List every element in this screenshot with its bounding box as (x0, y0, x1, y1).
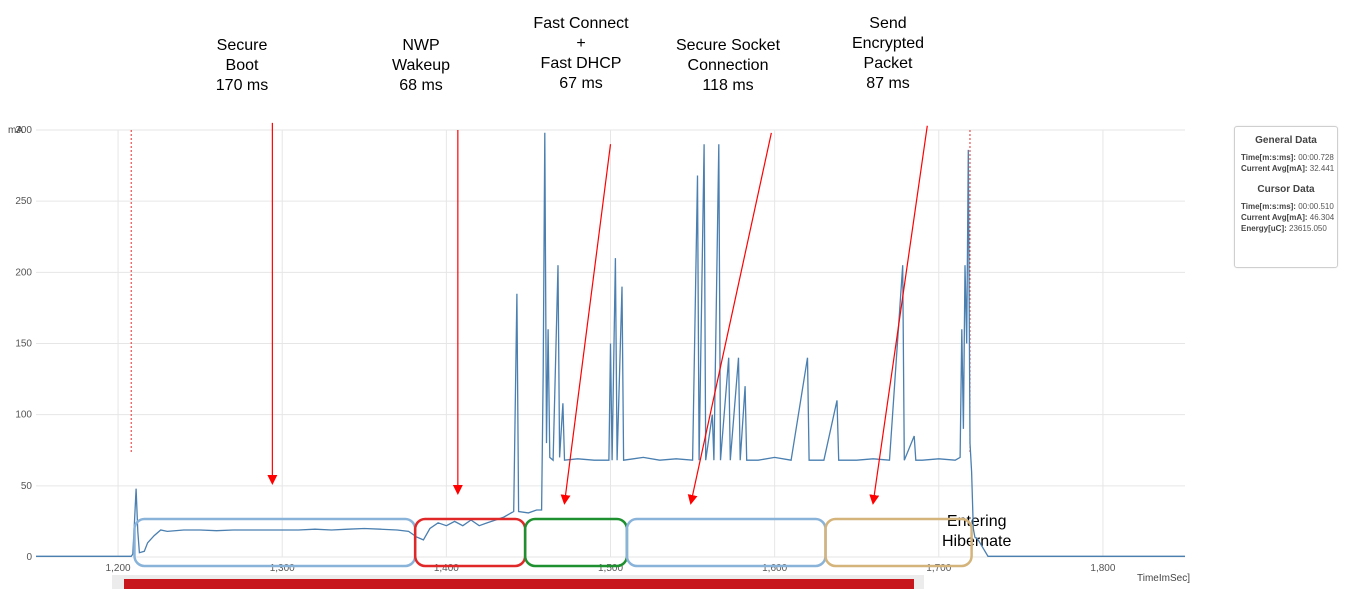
x-tick-label: 1,800 (1090, 563, 1115, 574)
y-axis-label: mA (8, 125, 23, 136)
phase-arrow (560, 144, 612, 505)
phase-region-box (133, 517, 417, 568)
y-tick-label: 250 (15, 196, 32, 207)
y-tick-label: 100 (15, 410, 32, 421)
entering-hibernate-label: Entering Hibernate (942, 513, 1012, 550)
y-tick-label: 50 (21, 481, 33, 492)
y-tick-label: 150 (15, 339, 32, 350)
general-time-label: Time[m:s:ms]: (1241, 153, 1296, 162)
general-time-value: 00:00.728 (1298, 153, 1334, 162)
phase-arrow (869, 125, 928, 505)
y-tick-label: 200 (15, 267, 32, 278)
phase-label: Secure Boot 170 ms (215, 37, 269, 94)
general-avg-label: Current Avg[mA]: (1241, 164, 1308, 173)
phase-region-box (625, 517, 827, 568)
general-avg-value: 32.441 (1309, 164, 1335, 173)
x-tick-label: 1,700 (926, 563, 951, 574)
x-tick-label: 1,200 (106, 563, 131, 574)
scrollbar-thumb[interactable] (124, 579, 914, 589)
cursor-energy-value: 23615.050 (1289, 224, 1327, 233)
x-tick-label: 1,600 (762, 563, 787, 574)
phase-label: Send Encrypted Packet 87 ms (851, 15, 925, 92)
phase-region-box (824, 517, 973, 568)
phase-label: Secure Socket Connection 118 ms (675, 37, 781, 94)
y-tick-label: 0 (26, 552, 32, 563)
x-axis-label: TimeImSec] (1137, 573, 1190, 584)
cursor-avg-label: Current Avg[mA]: (1241, 213, 1308, 222)
phase-label: Fast Connect + Fast DHCP 67 ms (533, 15, 629, 92)
y-tick-label: 300 (15, 125, 32, 136)
cursor-time-value: 00:00.510 (1298, 202, 1334, 211)
phase-arrow (687, 132, 772, 505)
cursor-data-title: Cursor Data (1257, 184, 1315, 195)
x-tick-label: 1,500 (598, 563, 623, 574)
cursor-avg-value: 46.304 (1309, 213, 1335, 222)
general-data-title: General Data (1255, 135, 1317, 146)
phase-region-box (523, 517, 629, 568)
x-tick-label: 1,300 (270, 563, 295, 574)
cursor-time-label: Time[m:s:ms]: (1241, 202, 1296, 211)
phase-region-box (413, 517, 527, 568)
x-tick-label: 1,400 (434, 563, 459, 574)
phase-label: NWP Wakeup 68 ms (391, 37, 451, 94)
cursor-energy-label: Energy[uC]: (1241, 224, 1287, 233)
info-panel: General Data Time[m:s:ms]: 00:00.728 Cur… (1234, 126, 1338, 268)
